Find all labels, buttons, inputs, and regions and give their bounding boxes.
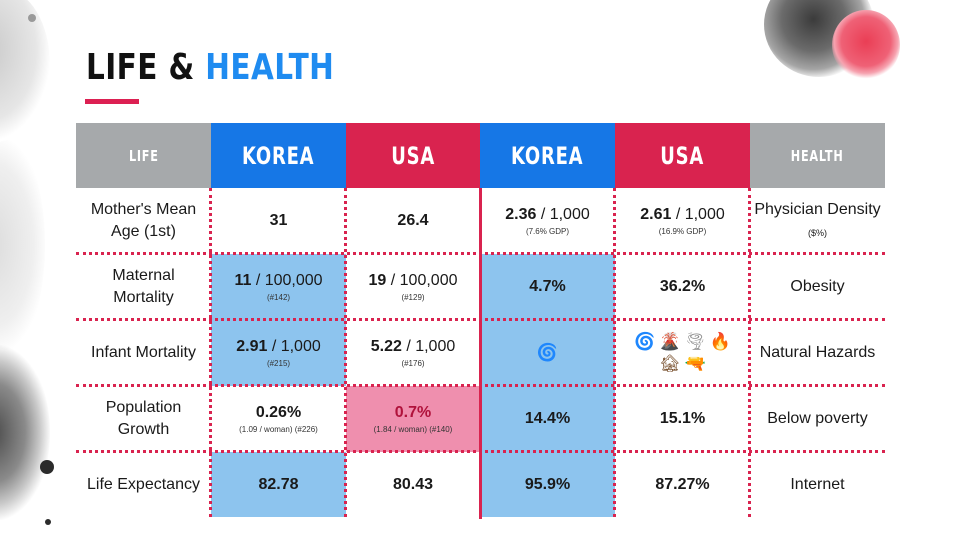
row-label-population-growth: Population Growth xyxy=(105,399,182,438)
header-health: HEALTH xyxy=(750,123,885,188)
header-korea-life: KOREA xyxy=(211,123,346,188)
row-label-life-expectancy: Life Expectancy xyxy=(87,475,200,493)
pistol-icon: 🔫 xyxy=(684,354,706,373)
korea-infant-mortality-cell: 2.91 / 1,000 (#215) xyxy=(211,320,346,386)
derelict-house-icon: 🏚 xyxy=(659,354,681,373)
korea-population-growth-cell: 0.26% (1.09 / woman) (#226) xyxy=(239,404,318,434)
usa-mothers-age-cell: 26.4 xyxy=(397,212,429,229)
header-usa-health: USA xyxy=(615,123,750,188)
row-label-physician-density: Physician Density ($%) xyxy=(754,200,881,238)
column-divider xyxy=(209,188,212,517)
row-label-maternal-mortality: Maternal Mortality xyxy=(112,267,175,306)
ink-splatter-left-top xyxy=(0,0,50,140)
header-life: LIFE xyxy=(76,123,211,188)
column-divider xyxy=(344,188,347,517)
cyclone-icon: 🌀 xyxy=(536,343,559,362)
row-label-infant-mortality: Infant Mortality xyxy=(91,344,196,361)
volcano-icon: 🌋 xyxy=(659,332,681,351)
ink-splatter-red xyxy=(832,10,900,80)
fire-icon: 🔥 xyxy=(709,332,732,351)
row-label-below-poverty: Below poverty xyxy=(767,410,868,427)
usa-below-poverty-cell: 15.1% xyxy=(659,410,706,427)
usa-life-expectancy-cell: 80.43 xyxy=(392,475,434,493)
header-usa-life: USA xyxy=(346,123,480,188)
column-divider xyxy=(613,188,616,517)
title-word-life: LIFE & xyxy=(86,47,195,88)
row-label-natural-hazards: Natural Hazards xyxy=(759,344,876,361)
usa-obesity-cell: 36.2% xyxy=(659,278,706,295)
title-word-health: HEALTH xyxy=(205,47,335,88)
korea-mothers-age-cell: 31 xyxy=(269,212,288,229)
ink-dot xyxy=(28,14,36,22)
usa-physician-density-cell: 2.61 / 1,000 (16.9% GDP) xyxy=(640,206,725,236)
comparison-table: LIFE KOREA USA KOREA USA HEALTH Mother's… xyxy=(76,123,885,519)
usa-maternal-mortality-cell: 19 / 100,000 (#129) xyxy=(368,272,458,302)
ink-dot xyxy=(45,519,51,525)
usa-natural-hazards-cell: 🌀 🌋 🌪 🔥 🏚 🔫 xyxy=(615,320,750,386)
ink-dot xyxy=(40,460,54,474)
korea-below-poverty-cell: 14.4% xyxy=(480,386,615,452)
header-korea-health: KOREA xyxy=(480,123,615,188)
slide-title: LIFE & HEALTH xyxy=(86,50,334,86)
korea-obesity-cell: 4.7% xyxy=(480,254,615,320)
title-underline xyxy=(85,99,139,104)
korea-maternal-mortality-cell: 11 / 100,000 (#142) xyxy=(211,254,346,320)
row-label-internet: Internet xyxy=(790,475,845,493)
usa-internet-cell: 87.27% xyxy=(655,475,710,493)
usa-population-growth-cell: 0.7% (1.84 / woman) (#140) xyxy=(346,386,480,452)
ink-splatter-left-bottom xyxy=(0,345,50,520)
cyclone-icon: 🌀 xyxy=(633,332,656,351)
row-label-mothers-mean-age: Mother's Mean Age (1st) xyxy=(90,201,197,240)
ink-splatter-left-middle xyxy=(0,140,45,350)
tornado-icon: 🌪 xyxy=(684,332,706,351)
column-divider xyxy=(748,188,751,517)
life-health-divider xyxy=(479,188,482,519)
korea-natural-hazards-cell: 🌀 xyxy=(480,320,615,386)
korea-physician-density-cell: 2.36 / 1,000 (7.6% GDP) xyxy=(505,206,590,236)
korea-internet-cell: 95.9% xyxy=(480,452,615,517)
row-label-obesity: Obesity xyxy=(790,278,845,295)
usa-infant-mortality-cell: 5.22 / 1,000 (#176) xyxy=(370,338,456,368)
korea-life-expectancy-cell: 82.78 xyxy=(211,452,346,517)
